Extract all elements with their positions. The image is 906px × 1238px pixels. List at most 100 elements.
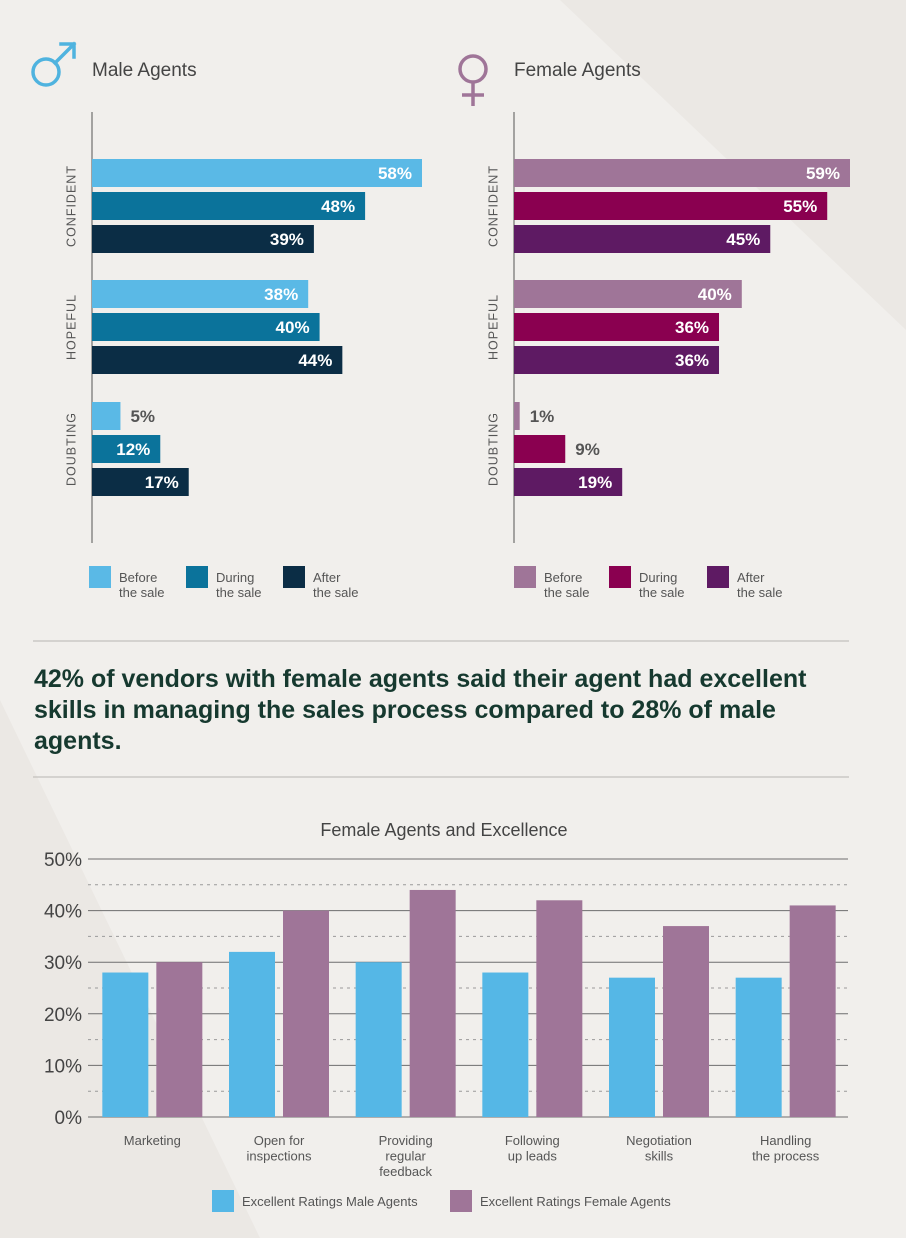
bar [514, 280, 742, 308]
female-icon-cross [462, 82, 484, 106]
bar [92, 402, 121, 430]
legend-swatch [609, 566, 631, 588]
data-label: 45% [726, 230, 760, 249]
y-tick-label: 20% [44, 1005, 82, 1026]
x-tick-label: up leads [508, 1149, 558, 1164]
legend-label: Before [119, 570, 157, 585]
x-tick-label: Marketing [124, 1133, 181, 1148]
legend-label: the sale [313, 585, 359, 600]
x-tick-label: Open for [254, 1133, 305, 1148]
bar [92, 192, 366, 220]
bar [102, 972, 149, 1117]
male-symbol-icon [31, 41, 77, 87]
legend-label: the sale [216, 585, 262, 600]
bar [514, 468, 623, 496]
legend: Excellent Ratings Male Agents Excellent R… [212, 1190, 671, 1212]
legend-swatch [450, 1190, 472, 1212]
headline: 42% of vendors with female agents said t… [34, 665, 807, 755]
data-label: 9% [575, 440, 600, 459]
legend-label: After [313, 570, 341, 585]
bar [482, 972, 529, 1117]
legend-label: During [639, 570, 677, 585]
x-tick-label: Negotiation [626, 1133, 692, 1148]
data-label: 38% [264, 285, 298, 304]
data-label: 44% [298, 351, 332, 370]
x-tick-label: regular [385, 1149, 426, 1164]
category-label: DOUBTING [486, 412, 500, 486]
female-icon-ring [458, 54, 488, 84]
legend-swatch [89, 566, 111, 588]
panel-title: Male Agents [92, 60, 197, 81]
data-label: 39% [270, 230, 304, 249]
bar [92, 280, 309, 308]
y-tick-label: 50% [44, 850, 82, 871]
x-tick-label: the process [752, 1149, 820, 1164]
bar [156, 962, 203, 1117]
data-label: 48% [321, 197, 355, 216]
bar [283, 910, 329, 1117]
legend-swatch [186, 566, 208, 588]
legend-label: During [216, 570, 254, 585]
bar [514, 346, 720, 374]
legend-label: Excellent Ratings Female Agents [480, 1194, 671, 1209]
legend-label: the sale [737, 585, 783, 600]
male-icon-arrow [52, 41, 77, 66]
x-tick-label: Following [505, 1133, 560, 1148]
bar [92, 435, 161, 463]
bar [514, 435, 566, 463]
bar [514, 313, 720, 341]
x-tick-label: feedback [379, 1164, 432, 1179]
bar [514, 159, 850, 187]
legend-label: After [737, 570, 765, 585]
category-label: CONFIDENT [486, 165, 500, 247]
bar [409, 889, 456, 1117]
legend-label: Before [544, 570, 582, 585]
bar [92, 346, 343, 374]
excellence-chart: Female Agents and Excellence 0% 10% 20% 30% 4… [44, 820, 848, 1212]
legend-swatch [707, 566, 729, 588]
male-icon-ring [31, 57, 61, 87]
data-label: 5% [130, 407, 155, 426]
bar [92, 468, 189, 496]
x-tick-label: skills [645, 1149, 674, 1164]
legend-label: the sale [639, 585, 685, 600]
data-label: 59% [806, 164, 840, 183]
x-tick-label: Handling [760, 1133, 811, 1148]
data-label: 58% [378, 164, 412, 183]
y-tick-label: 10% [44, 1056, 82, 1077]
data-label: 40% [276, 318, 310, 337]
bar [609, 977, 655, 1117]
female-agents-panel: Female Agents CONFIDENT 59% 55% 45% HOPEFUL 40… [458, 54, 850, 600]
bar [789, 905, 836, 1117]
data-label: 36% [675, 351, 709, 370]
y-tick-label: 30% [44, 953, 82, 974]
x-tick-label: inspections [246, 1149, 312, 1164]
bar [514, 192, 828, 220]
y-tick-label: 0% [55, 1108, 83, 1129]
bar [514, 225, 771, 253]
category-label: HOPEFUL [486, 294, 500, 360]
data-label: 17% [145, 473, 179, 492]
legend-label: Excellent Ratings Male Agents [242, 1194, 418, 1209]
category-label: DOUBTING [64, 412, 78, 486]
x-tick-label: Providing [379, 1133, 433, 1148]
bar [229, 951, 275, 1117]
data-label: 55% [783, 197, 817, 216]
legend-swatch [283, 566, 305, 588]
bar [514, 402, 520, 430]
bar [355, 962, 402, 1117]
bar [735, 977, 782, 1117]
male-agents-panel: Male Agents CONFIDENT 58% 48% 39% HOPEFUL 38% 4… [31, 41, 422, 600]
background-facet [0, 700, 260, 1238]
legend-swatch [514, 566, 536, 588]
female-symbol-icon [458, 54, 488, 106]
bar [92, 313, 320, 341]
panel-title: Female Agents [514, 60, 641, 81]
category-label: CONFIDENT [64, 165, 78, 247]
legend-label: the sale [119, 585, 165, 600]
chart-title: Female Agents and Excellence [320, 820, 567, 840]
